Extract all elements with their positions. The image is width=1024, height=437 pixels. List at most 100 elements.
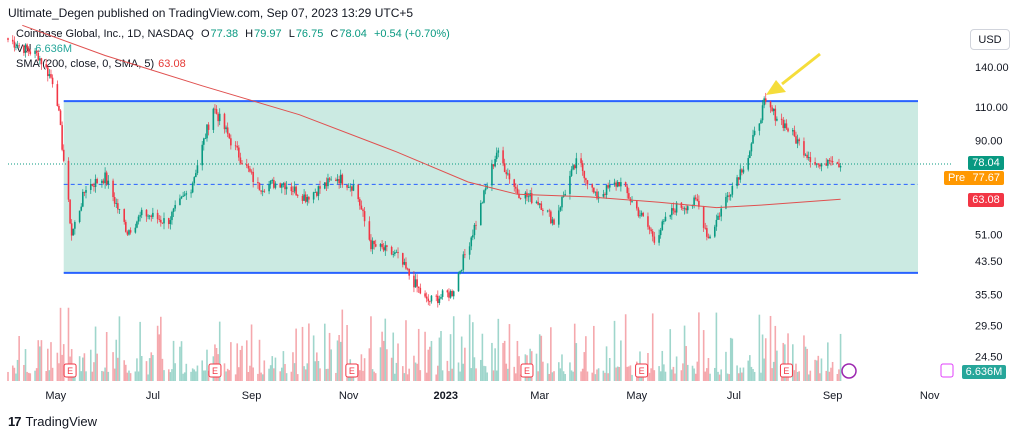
volume-bar [440,331,442,381]
price-axis-tick: 35.50 [975,290,1003,302]
candle-body [191,183,194,193]
candle-body [147,215,149,217]
volume-bar [113,368,116,381]
volume-bar [585,336,587,381]
volume-bar [776,350,778,381]
candle-body [451,290,453,297]
candle-body [798,139,800,142]
candle-body [650,229,652,232]
tradingview-logo[interactable]: 17 TradingView [8,414,97,429]
candle-body [714,226,716,237]
candle-body [804,154,807,156]
volume-bar [620,340,622,381]
volume-bar [346,325,348,381]
candle-body [193,177,196,184]
candle-body [596,191,598,199]
candle-body [753,130,756,135]
candle-body [430,295,433,302]
volume-bar [494,348,496,381]
candle-body [40,58,43,65]
candle-body [809,157,812,162]
candle-body [23,45,25,54]
volume-bar [475,368,477,381]
candle-body [94,178,97,187]
candle-body [663,220,665,222]
candle-body [382,247,385,251]
volume-bar [542,361,544,381]
volume-bar [594,374,597,381]
volume-bar [371,369,374,381]
volume-bar [148,358,151,381]
candle-body [148,215,151,217]
candle-body [787,128,789,132]
volume-bar [737,373,740,381]
candle-body [115,203,118,204]
sma-value: 63.08 [158,58,186,70]
candle-body [575,158,578,169]
volume-bar [190,371,192,381]
candle-body [183,194,186,196]
volume-bar [414,362,417,381]
volume-bar [193,369,196,381]
candle-body [737,177,740,180]
candle-body [508,173,511,180]
pre-market-price-tag: Pre 77.67 [944,171,1004,185]
volume-bar [484,366,487,381]
volume-bar [798,371,800,381]
candle-body [825,163,828,166]
earnings-marker [208,363,222,378]
volume-bar [628,366,630,381]
currency-button[interactable]: USD [970,29,1010,50]
candle-body [591,184,594,188]
candle-body [446,290,449,293]
volume-bar [427,349,430,381]
volume-bar [203,370,205,381]
candle-body [250,171,253,173]
candle-body [769,101,772,108]
volume-bar [34,370,36,381]
candle-body [570,169,573,176]
volume-bar [462,363,465,381]
volume-bar [339,341,342,381]
volume-bar [717,371,719,381]
candle-body [827,160,829,166]
high-label: H [245,28,254,40]
candle-body [271,180,274,181]
volume-bar [13,367,16,381]
time-axis-tick: Jul [727,390,741,402]
candle-body [11,39,14,42]
volume-bar [169,372,172,381]
volume-bar [23,364,25,381]
candle-body [169,220,172,225]
time-axis-tick: Sep [242,390,262,402]
candle-body [637,208,640,217]
candle-body [247,165,250,169]
candle-body [70,223,73,236]
candle-body [239,157,242,164]
legend-sma-row[interactable]: SMA (200, close, 0, SMA, 5) 63.08 [16,57,450,72]
candle-body [137,216,140,222]
volume-bar [125,364,127,381]
volume-bar [323,323,326,381]
candle-body [78,210,81,223]
volume-bar [167,369,170,381]
candle-body [569,175,571,194]
candle-body [530,193,533,204]
time-axis-tick: Sep [823,390,843,402]
volume-bar [139,321,141,381]
candle-body [448,292,450,298]
candle-body [386,245,388,247]
candle-body [550,211,552,224]
volume-bar [51,367,54,381]
candle-body [185,193,188,195]
candle-body [449,290,452,298]
volume-bar [616,366,619,381]
candle-body [129,230,132,233]
volume-bar [562,371,565,381]
volume-bar [615,367,617,381]
volume-bar [196,365,199,381]
candle-body [803,141,805,156]
volume-bar [137,371,140,381]
volume-bar [206,349,208,381]
